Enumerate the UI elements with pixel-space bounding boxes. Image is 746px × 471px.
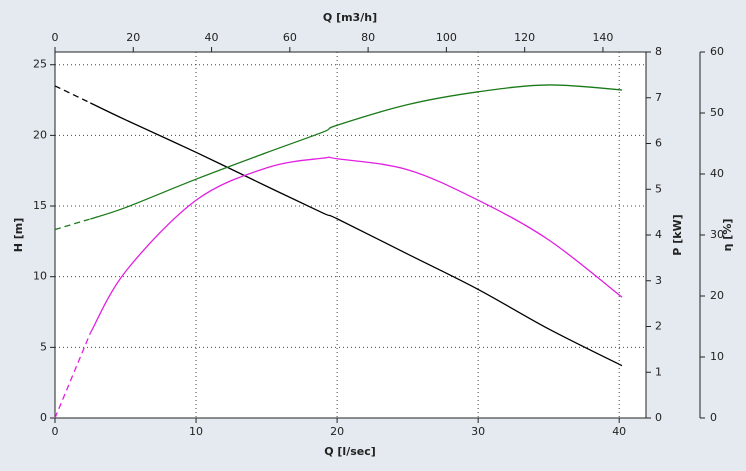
y-tick-label: 0 <box>40 411 47 424</box>
y2-tick-label: 0 <box>655 411 662 424</box>
y2-tick-label: 4 <box>655 228 662 241</box>
x2-label: Q [m3/h] <box>323 11 377 24</box>
y3-label: η [%] <box>721 219 734 252</box>
y2-tick-label: 8 <box>655 45 662 58</box>
curve <box>54 218 91 231</box>
x2-tick-label: 0 <box>52 31 59 44</box>
curve <box>54 332 91 419</box>
x2-tick-label: 20 <box>126 31 140 44</box>
y3-tick-label: 30 <box>710 228 724 241</box>
y3-tick-label: 40 <box>710 167 724 180</box>
x-tick-label: 0 <box>52 425 59 438</box>
y3-tick-label: 0 <box>710 411 717 424</box>
x-tick-label: 20 <box>330 425 344 438</box>
y-tick-label: 10 <box>33 270 47 283</box>
y3-tick-label: 60 <box>710 45 724 58</box>
y-tick-label: 15 <box>33 199 47 212</box>
y2-tick-label: 3 <box>655 274 662 287</box>
curve <box>89 156 623 334</box>
y2-tick-label: 6 <box>655 137 662 150</box>
curve <box>54 85 91 104</box>
y-tick-label: 25 <box>33 58 47 71</box>
y3-tick-label: 10 <box>710 350 724 363</box>
y2-tick-label: 2 <box>655 320 662 333</box>
plot-area <box>55 52 646 418</box>
y3-tick-label: 50 <box>710 106 724 119</box>
y2-tick-label: 5 <box>655 182 662 195</box>
x-tick-label: 10 <box>189 425 203 438</box>
x2-tick-label: 40 <box>205 31 219 44</box>
x2-tick-label: 60 <box>283 31 297 44</box>
x2-tick-label: 80 <box>361 31 375 44</box>
x-tick-label: 40 <box>612 425 626 438</box>
y2-label: P [kW] <box>671 214 684 255</box>
y2-tick-label: 7 <box>655 91 662 104</box>
x2-tick-label: 140 <box>592 31 613 44</box>
x-label: Q [l/sec] <box>324 445 376 458</box>
curve <box>90 84 623 220</box>
x2-tick-label: 100 <box>436 31 457 44</box>
y-tick-label: 5 <box>40 340 47 353</box>
y3-tick-label: 20 <box>710 289 724 302</box>
y-tick-label: 20 <box>33 128 47 141</box>
x2-tick-label: 120 <box>514 31 535 44</box>
y-label: H [m] <box>12 218 25 253</box>
x-tick-label: 30 <box>471 425 485 438</box>
y2-tick-label: 1 <box>655 365 662 378</box>
curve <box>89 102 623 367</box>
